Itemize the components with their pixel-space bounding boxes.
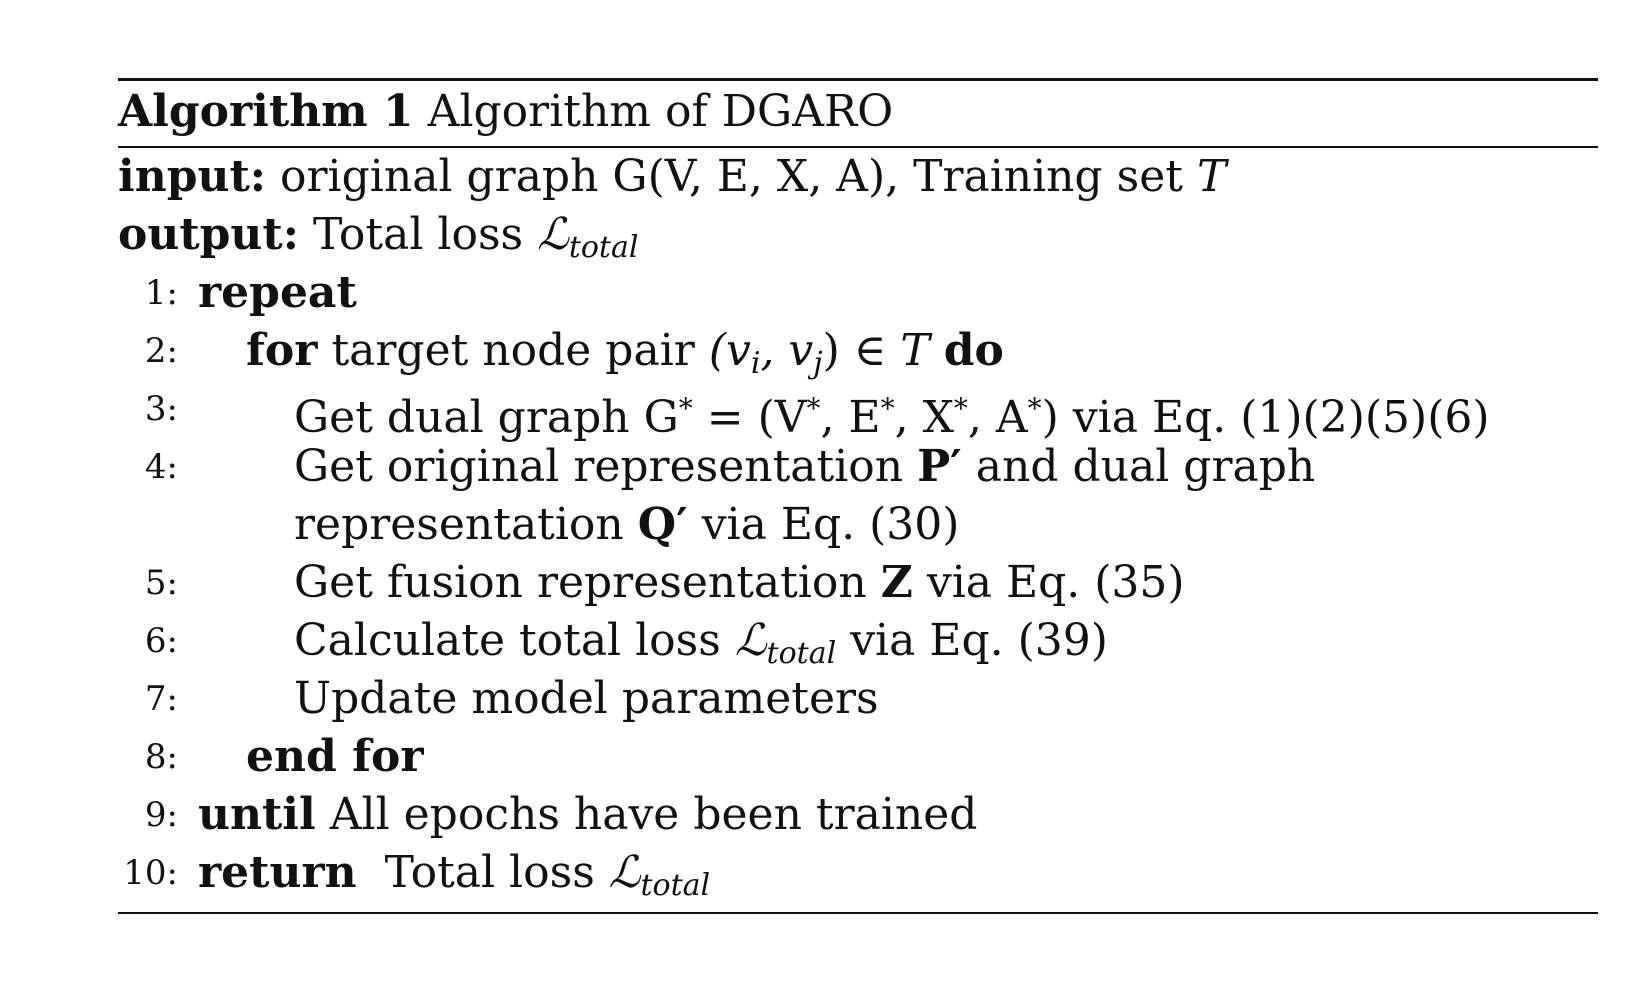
algo-line-9: until All epochs have been trained bbox=[198, 786, 977, 844]
loss-symbol: ℒ bbox=[734, 615, 767, 666]
top-rule bbox=[118, 78, 1598, 81]
line-number: 3: bbox=[144, 389, 178, 429]
symbol-P: P′ bbox=[917, 441, 962, 492]
star: * bbox=[953, 392, 968, 425]
input-label: input: bbox=[118, 151, 267, 202]
bottom-rule bbox=[118, 912, 1598, 914]
star: * bbox=[880, 392, 895, 425]
line-text: Update model parameters bbox=[294, 673, 879, 724]
pair-open: (v bbox=[708, 325, 751, 376]
eq-part: , A bbox=[967, 392, 1028, 443]
keyword-return: return bbox=[198, 847, 357, 898]
keyword-repeat: repeat bbox=[198, 267, 357, 318]
star: * bbox=[806, 392, 821, 425]
line-text: and dual graph bbox=[975, 441, 1316, 492]
line-text: Calculate total loss bbox=[294, 615, 721, 666]
line-text: target node pair bbox=[331, 325, 695, 376]
line-number: 7: bbox=[144, 679, 178, 719]
algo-line-1: repeat bbox=[198, 264, 357, 322]
star: * bbox=[1027, 392, 1042, 425]
eq-part: , X bbox=[894, 392, 954, 443]
algo-line-3: Get dual graph G* = (V*, E*, X*, A*) via… bbox=[294, 380, 1490, 447]
line-text: via Eq. (39) bbox=[850, 615, 1108, 666]
mid-rule bbox=[118, 146, 1598, 148]
output-line: output: Total loss ℒtotal bbox=[118, 206, 638, 277]
line-text: All epochs have been trained bbox=[329, 789, 978, 840]
keyword-do: do bbox=[943, 325, 1004, 376]
loss-symbol: ℒ bbox=[608, 847, 641, 898]
input-var: T bbox=[1196, 151, 1227, 202]
line-number: 1: bbox=[144, 273, 178, 313]
algo-line-10: return Total loss ℒtotal bbox=[198, 844, 710, 915]
caption-title: Algorithm of DGARO bbox=[427, 86, 894, 137]
algo-line-6: Calculate total loss ℒtotal via Eq. (39) bbox=[294, 612, 1108, 683]
eq-part: , E bbox=[820, 392, 881, 443]
pair-comma: , v bbox=[760, 325, 814, 376]
line-number: 5: bbox=[144, 563, 178, 603]
symbol-Q: Q′ bbox=[637, 499, 688, 550]
line-number: 4: bbox=[144, 447, 178, 487]
caption-label: Algorithm 1 bbox=[118, 86, 414, 137]
input-text: original graph G(V, E, X, A), Training s… bbox=[280, 151, 1183, 202]
output-label: output: bbox=[118, 209, 299, 260]
algo-line-4-cont: representation Q′ via Eq. (30) bbox=[294, 496, 959, 554]
keyword-end-for: end for bbox=[246, 731, 424, 782]
algo-line-5: Get fusion representation Z via Eq. (35) bbox=[294, 554, 1185, 612]
star: * bbox=[678, 392, 693, 425]
algo-line-7: Update model parameters bbox=[294, 670, 879, 728]
sub-j: j bbox=[813, 346, 823, 381]
line-text: via Eq. (30) bbox=[701, 499, 960, 550]
line-number: 6: bbox=[144, 621, 178, 661]
line-text: via Eq. (35) bbox=[926, 557, 1185, 608]
algo-line-2: for target node pair (vi, vj) ∈ T do bbox=[246, 322, 1004, 393]
line-number: 8: bbox=[144, 737, 178, 777]
algo-line-4: Get original representation P′ and dual … bbox=[294, 438, 1315, 496]
loss-subscript: total bbox=[568, 230, 639, 265]
eq-part: = (V bbox=[692, 392, 807, 443]
set-T: T bbox=[900, 325, 930, 376]
algorithm-caption: Algorithm 1 Algorithm of DGARO bbox=[118, 82, 893, 142]
symbol-Z: Z bbox=[880, 557, 913, 608]
line-text: Get dual graph G bbox=[294, 392, 679, 443]
sub-i: i bbox=[750, 346, 761, 381]
line-text: representation bbox=[294, 499, 624, 550]
eq-ref: ) via Eq. (1)(2)(5)(6) bbox=[1041, 392, 1490, 443]
output-text: Total loss bbox=[312, 209, 524, 260]
keyword-until: until bbox=[198, 789, 316, 840]
line-text: Get original representation bbox=[294, 441, 904, 492]
pair-close: ) bbox=[822, 325, 840, 376]
line-text: Get fusion representation bbox=[294, 557, 867, 608]
loss-subscript: total bbox=[640, 868, 711, 903]
line-text: Total loss bbox=[384, 847, 595, 898]
line-number: 2: bbox=[144, 331, 178, 371]
element-of: ∈ bbox=[839, 325, 901, 376]
line-number: 9: bbox=[144, 795, 178, 835]
line-number: 10: bbox=[123, 853, 178, 893]
input-line: input: original graph G(V, E, X, A), Tra… bbox=[118, 148, 1226, 206]
loss-symbol: ℒ bbox=[537, 209, 569, 260]
keyword-for: for bbox=[246, 325, 318, 376]
algo-line-8: end for bbox=[246, 728, 424, 786]
loss-subscript: total bbox=[766, 636, 837, 671]
